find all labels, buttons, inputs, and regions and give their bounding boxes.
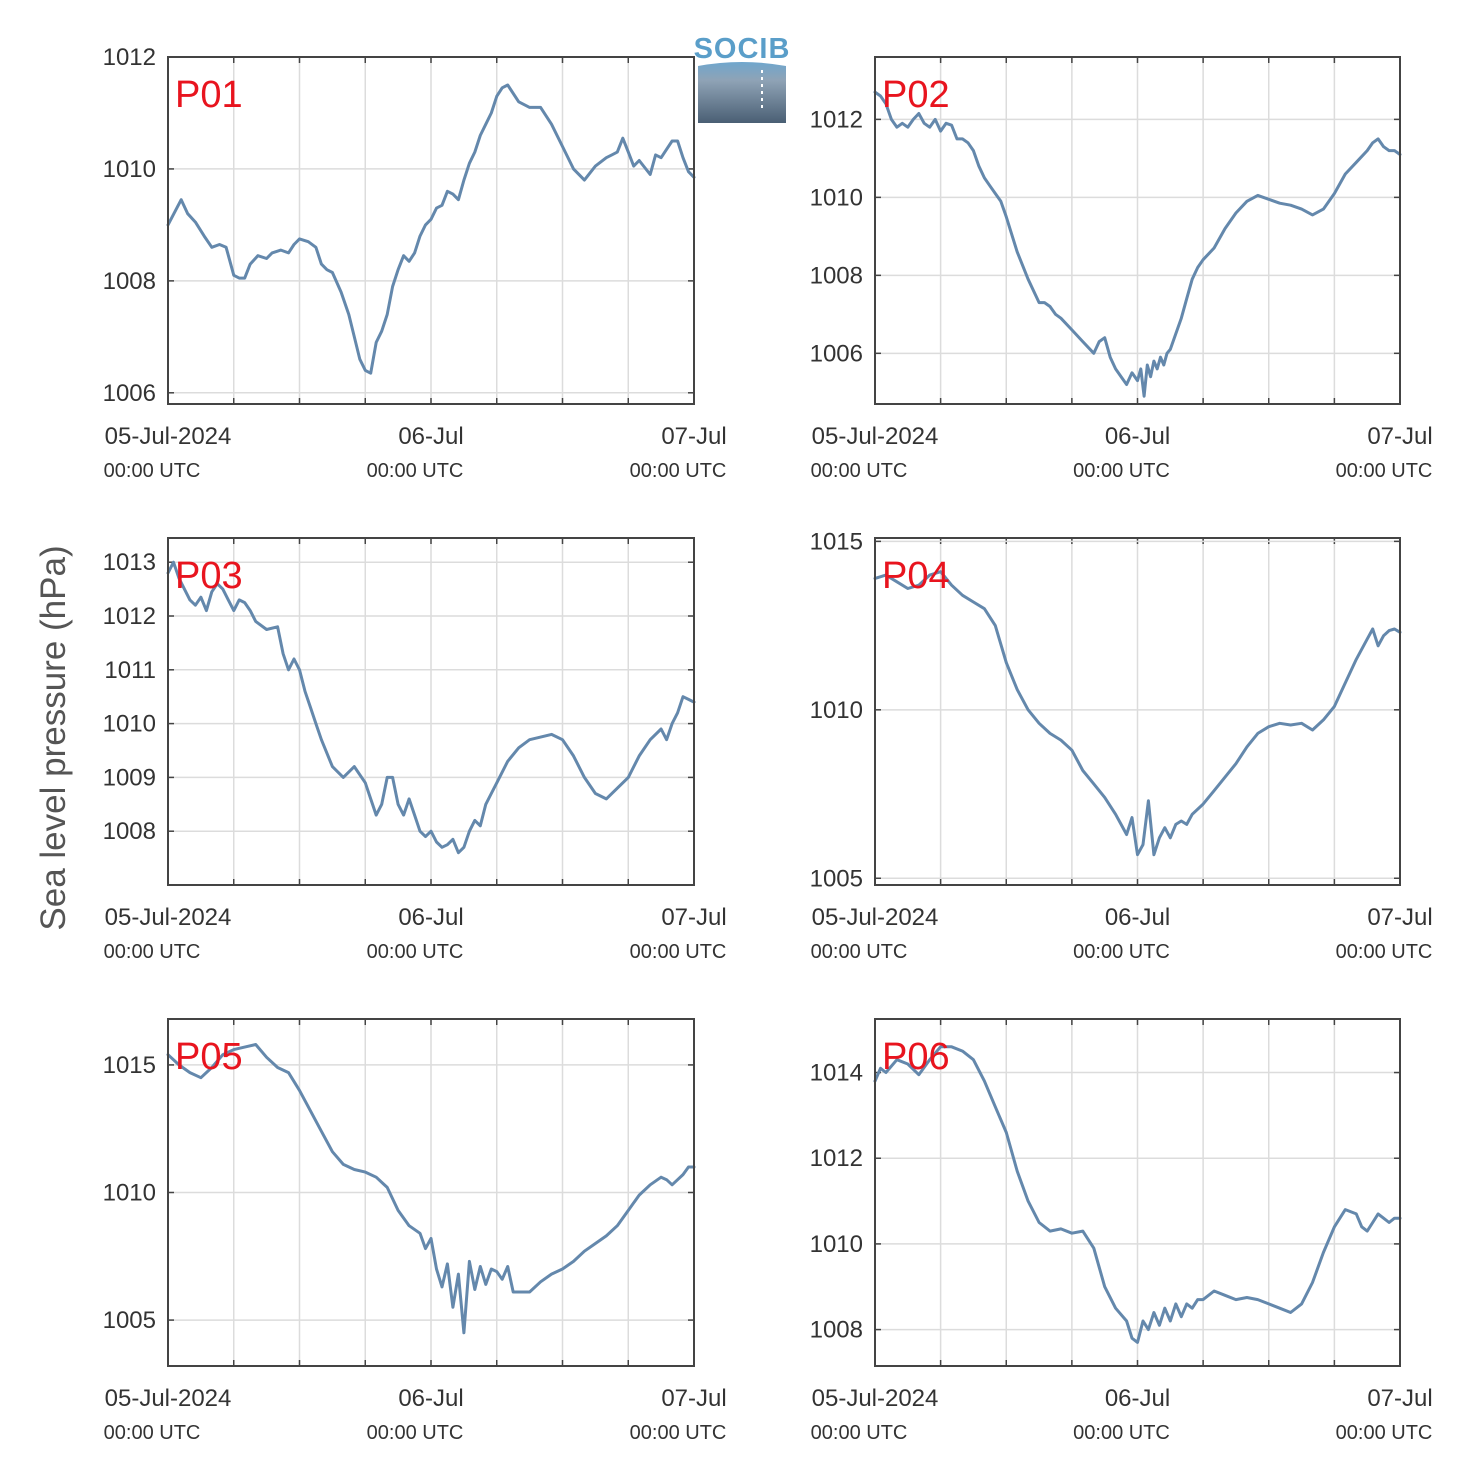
x-tick-sublabel: 00:00 UTC bbox=[367, 460, 464, 482]
y-axis-label: Sea level pressure (hPa) bbox=[34, 545, 73, 930]
x-tick-sublabel: 00:00 UTC bbox=[367, 941, 464, 963]
x-tick-label: 06-Jul bbox=[1105, 1385, 1170, 1412]
y-tick-label: 1012 bbox=[103, 603, 156, 630]
x-tick-sublabel: 00:00 UTC bbox=[630, 941, 727, 963]
pressure-series-line bbox=[873, 570, 1402, 857]
x-tick-label: 05-Jul-2024 bbox=[105, 423, 232, 450]
x-tick-label: 07-Jul bbox=[661, 1385, 726, 1412]
y-tick-label: 1010 bbox=[103, 1180, 156, 1207]
socib-logo-emblem bbox=[698, 62, 786, 123]
y-tick-label: 1010 bbox=[103, 711, 156, 738]
y-tick-label: 1008 bbox=[103, 268, 156, 295]
pressure-series-line bbox=[166, 560, 696, 855]
x-tick-label: 05-Jul-2024 bbox=[812, 904, 939, 931]
plot-frame bbox=[167, 1018, 695, 1367]
plot-frame bbox=[874, 1018, 1401, 1367]
x-tick-sublabel: 00:00 UTC bbox=[367, 1422, 464, 1444]
chart-panel-p01: 1006 1008 1010 1012 05-Jul-2024 00:00 UTC 06-J… bbox=[103, 44, 727, 482]
x-tick-sublabel: 00:00 UTC bbox=[1073, 941, 1170, 963]
pressure-series-line bbox=[873, 1045, 1402, 1344]
x-tick-label: 06-Jul bbox=[1105, 423, 1170, 450]
y-tick-label: 1008 bbox=[103, 818, 156, 845]
x-tick-sublabel: 00:00 UTC bbox=[811, 1422, 908, 1444]
x-tick-label: 05-Jul-2024 bbox=[812, 1385, 939, 1412]
chart-panel-p03: 1008 1009 1010 1011 1012 1013 05-Jul-2024 00:00… bbox=[103, 537, 727, 963]
pressure-series-line bbox=[166, 1043, 696, 1335]
x-tick-sublabel: 00:00 UTC bbox=[1336, 1422, 1433, 1444]
x-tick-sublabel: 00:00 UTC bbox=[1336, 941, 1433, 963]
pressure-series-line bbox=[873, 90, 1402, 398]
panel-label: P01 bbox=[175, 74, 243, 116]
y-tick-label: 1008 bbox=[810, 262, 863, 289]
pressure-series-line bbox=[166, 83, 696, 375]
y-tick-label: 1005 bbox=[103, 1307, 156, 1334]
x-tick-label: 05-Jul-2024 bbox=[812, 423, 939, 450]
panel-label: P04 bbox=[882, 555, 950, 597]
chart-panel-p04: 1005 1010 1015 05-Jul-2024 00:00 UTC 06-Jul 00… bbox=[810, 528, 1433, 963]
plot-frame bbox=[167, 56, 695, 405]
x-tick-label: 07-Jul bbox=[1367, 1385, 1432, 1412]
y-tick-label: 1010 bbox=[810, 184, 863, 211]
y-tick-label: 1006 bbox=[103, 380, 156, 407]
x-tick-label: 06-Jul bbox=[398, 423, 463, 450]
x-tick-label: 05-Jul-2024 bbox=[105, 904, 232, 931]
x-tick-sublabel: 00:00 UTC bbox=[104, 941, 201, 963]
x-tick-label: 06-Jul bbox=[398, 1385, 463, 1412]
x-tick-sublabel: 00:00 UTC bbox=[1073, 460, 1170, 482]
y-tick-label: 1010 bbox=[810, 1231, 863, 1258]
x-tick-label: 07-Jul bbox=[1367, 423, 1432, 450]
x-tick-sublabel: 00:00 UTC bbox=[630, 1422, 727, 1444]
x-tick-label: 05-Jul-2024 bbox=[105, 1385, 232, 1412]
chart-panel-p05: 1005 1010 1015 05-Jul-2024 00:00 UTC 06-Jul 00… bbox=[103, 1018, 727, 1444]
y-tick-label: 1005 bbox=[810, 865, 863, 892]
y-tick-label: 1012 bbox=[810, 1145, 863, 1172]
x-tick-sublabel: 00:00 UTC bbox=[1073, 1422, 1170, 1444]
y-tick-label: 1008 bbox=[810, 1317, 863, 1344]
x-tick-sublabel: 00:00 UTC bbox=[811, 941, 908, 963]
panel-label: P06 bbox=[882, 1036, 950, 1078]
y-tick-label: 1012 bbox=[103, 44, 156, 71]
x-tick-sublabel: 00:00 UTC bbox=[104, 1422, 201, 1444]
socib-logo-text: SOCIB bbox=[694, 33, 791, 65]
socib-logo: SOCIB bbox=[694, 33, 791, 123]
x-tick-sublabel: 00:00 UTC bbox=[104, 460, 201, 482]
y-tick-label: 1011 bbox=[104, 657, 156, 684]
y-tick-label: 1009 bbox=[103, 764, 156, 791]
y-tick-label: 1015 bbox=[810, 528, 863, 555]
y-tick-label: 1015 bbox=[103, 1052, 156, 1079]
x-tick-label: 07-Jul bbox=[661, 423, 726, 450]
x-tick-sublabel: 00:00 UTC bbox=[1336, 460, 1433, 482]
y-tick-label: 1010 bbox=[810, 697, 863, 724]
plot-frame bbox=[874, 537, 1401, 886]
x-tick-label: 07-Jul bbox=[661, 904, 726, 931]
panel-label: P02 bbox=[882, 74, 950, 116]
x-tick-label: 07-Jul bbox=[1367, 904, 1432, 931]
x-tick-label: 06-Jul bbox=[1105, 904, 1170, 931]
plot-frame bbox=[874, 56, 1401, 405]
panel-label: P03 bbox=[175, 555, 243, 597]
x-tick-sublabel: 00:00 UTC bbox=[811, 460, 908, 482]
panel-label: P05 bbox=[175, 1036, 243, 1078]
chart-panel-p06: 1008 1010 1012 1014 05-Jul-2024 00:00 UTC 06-J… bbox=[810, 1018, 1433, 1444]
y-tick-label: 1014 bbox=[810, 1060, 863, 1087]
y-tick-label: 1006 bbox=[810, 340, 863, 367]
x-tick-label: 06-Jul bbox=[398, 904, 463, 931]
y-tick-label: 1013 bbox=[103, 549, 156, 576]
y-tick-label: 1010 bbox=[103, 156, 156, 183]
chart-panel-p02: 1006 1008 1010 1012 05-Jul-2024 00:00 UTC 06-J… bbox=[810, 56, 1433, 482]
plot-frame bbox=[167, 537, 695, 886]
y-tick-label: 1012 bbox=[810, 106, 863, 133]
chart-panels: 1006 1008 1010 1012 05-Jul-2024 00:00 UTC 06-J… bbox=[103, 44, 1433, 1444]
x-tick-sublabel: 00:00 UTC bbox=[630, 460, 727, 482]
